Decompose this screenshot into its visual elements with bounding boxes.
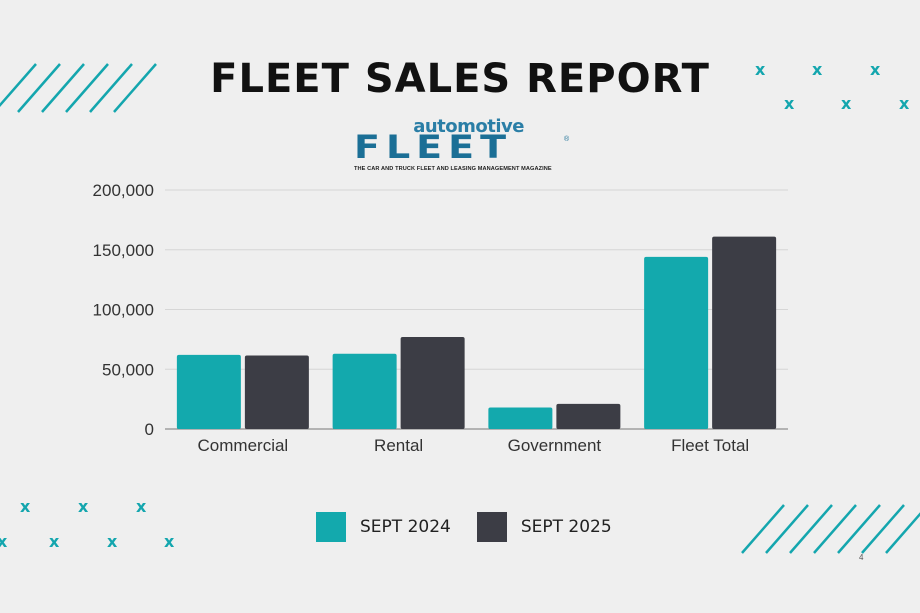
page-number: 4 xyxy=(859,553,864,562)
x-tick-label: Rental xyxy=(374,436,423,455)
chart-legend: SEPT 2024 SEPT 2025 xyxy=(316,512,638,542)
x-mark-icon: x xyxy=(49,532,60,551)
x-mark-icon: x xyxy=(20,497,31,516)
bar-fleet-total-sept-2024 xyxy=(644,256,709,429)
x-tick-label: Fleet Total xyxy=(671,436,749,455)
stripes-top-left-decoration xyxy=(0,63,157,113)
x-mark-icon: x xyxy=(78,497,89,516)
bar-fleet-total-sept-2025 xyxy=(712,236,777,429)
stripes-bottom-right-decoration xyxy=(741,504,920,554)
y-tick-label: 150,000 xyxy=(93,241,154,260)
legend-swatch-sept-2024 xyxy=(316,512,346,542)
legend-label-sept-2024: SEPT 2024 xyxy=(360,517,451,537)
legend-swatch-sept-2025 xyxy=(476,512,507,542)
x-mark-icon: x xyxy=(0,532,8,551)
x-mark-icon: x xyxy=(899,94,910,113)
bar-chart: 0 50,000 100,000 150,000 200,000 Commercial Re… xyxy=(93,181,788,455)
y-tick-label: 0 xyxy=(145,420,154,439)
x-tick-label: Government xyxy=(508,436,602,455)
page-title: FLEET SALES REPORT xyxy=(210,56,710,102)
logo-main-text: FLEET xyxy=(354,128,513,166)
legend-label-sept-2025: SEPT 2025 xyxy=(520,517,612,537)
x-mark-icon: x xyxy=(784,94,795,113)
x-mark-icon: x xyxy=(870,60,881,79)
x-mark-icon: x xyxy=(755,60,766,79)
bar-commercial-sept-2025 xyxy=(244,355,309,429)
logo-registered-mark: ® xyxy=(564,136,570,143)
y-tick-label: 50,000 xyxy=(102,360,154,379)
y-tick-label: 100,000 xyxy=(93,301,154,320)
x-tick-label: Commercial xyxy=(198,436,289,455)
x-mark-icon: x xyxy=(841,94,852,113)
logo-subtitle: THE CAR AND TRUCK FLEET AND LEASING MANA… xyxy=(354,166,552,172)
bar-government-sept-2025 xyxy=(556,403,621,429)
logo-top-text: automotive xyxy=(413,116,524,137)
x-mark-icon: x xyxy=(812,60,823,79)
automotive-fleet-logo: automotive FLEET ® THE CAR AND TRUCK FLE… xyxy=(352,116,572,176)
bar-rental-sept-2024 xyxy=(332,353,397,429)
bar-commercial-sept-2024 xyxy=(176,354,241,429)
x-mark-icon: x xyxy=(164,532,175,551)
x-mark-icon: x xyxy=(136,497,147,516)
bar-rental-sept-2025 xyxy=(400,336,465,429)
bar-government-sept-2024 xyxy=(488,407,553,429)
x-mark-icon: x xyxy=(107,532,118,551)
legend-item-sept-2025: SEPT 2025 xyxy=(476,512,612,542)
y-tick-label: 200,000 xyxy=(93,181,154,200)
legend-item-sept-2024: SEPT 2024 xyxy=(316,512,451,542)
